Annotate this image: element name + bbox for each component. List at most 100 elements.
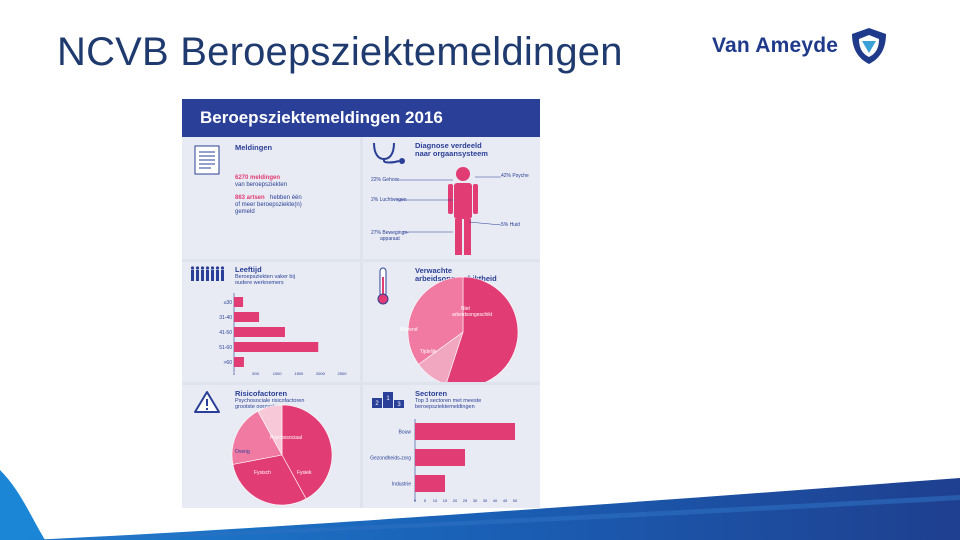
sector-tick-label: 15 (443, 498, 448, 503)
stethoscope-icon (373, 142, 405, 164)
age-category-label: 31-40 (219, 315, 232, 321)
panel-sectoren: 1 2 3 Sectoren Top 3 sectoren met meeste… (363, 385, 540, 508)
label-gehoor: 22% Gehoor (371, 177, 400, 183)
age-tick-label: 0 (233, 371, 236, 376)
leeftijd-sub-1: Beroepsziekten vaker bij (235, 274, 295, 280)
arbeid-label-niet-1: Niet (461, 306, 470, 312)
risico-pie-chart (231, 404, 333, 506)
sector-tick-label: 45 (503, 498, 508, 503)
panel-leeftijd: Leeftijd Beroepsziekten vaker bij oudere… (182, 262, 360, 382)
arbeid-slice (407, 276, 464, 365)
risico-label-overig: Overig (235, 449, 250, 455)
age-tick-label: 500 (252, 371, 259, 376)
leeftijd-sub-2: oudere werknemers (235, 280, 284, 286)
sector-bar (415, 423, 515, 440)
age-bar (234, 357, 244, 367)
doctors-line3: gemeld (235, 209, 255, 215)
age-category-label: >60 (224, 360, 233, 366)
meldingen-count: 6270 meldingen (235, 175, 281, 181)
age-bar (234, 297, 244, 307)
meldingen-count-suffix: van beroepsziekten (235, 182, 288, 188)
risico-title: Risicofactoren (235, 389, 288, 398)
leeftijd-title: Leeftijd (235, 265, 262, 274)
van-ameyde-logo: Van Ameyde (712, 26, 890, 66)
logo-text: Van Ameyde (712, 34, 839, 57)
sector-category-label: Bouw (398, 430, 411, 436)
podium-2: 2 (375, 401, 379, 407)
warning-icon (194, 391, 220, 413)
risico-label-fysiek: Fysiek (297, 470, 312, 476)
shield-logo-icon (852, 28, 887, 64)
doctors-line2: of meer beroepsziekte(n) (235, 202, 302, 208)
risico-label-psychosociaal: Psychosociaal (270, 435, 302, 441)
sector-category-label: Industrie (392, 482, 411, 488)
panel-meldingen: Meldingen 6270 meldingen van beroepsziek… (182, 137, 360, 259)
arbeid-pie-chart (407, 276, 519, 382)
sector-tick-label: 25 (463, 498, 468, 503)
age-bar-chart: ≤30 31-40 41-50 51-60 >600 500 1000 1500 2000 250… (219, 293, 348, 376)
sectoren-sub-2: beroepsziektemeldingen (415, 404, 475, 410)
sector-tick-label: 30 (473, 498, 478, 503)
infographic-header: Beroepsziektemeldingen 2016 (182, 99, 540, 137)
age-tick-label: 1000 (273, 371, 283, 376)
clipboard-icon (194, 145, 220, 175)
doctors-count: 863 artsen (235, 195, 265, 201)
sector-tick-label: 50 (513, 498, 518, 503)
risico-slice (232, 454, 307, 506)
sector-tick-label: 20 (453, 498, 458, 503)
thermometer-icon (377, 267, 389, 305)
diagnose-title-1: Diagnose verdeeld (415, 141, 482, 150)
sector-bar (415, 449, 465, 466)
diagnose-pointer-lines (397, 176, 502, 233)
label-bewegings-2: apparaat (380, 236, 400, 242)
age-tick-label: 2500 (338, 371, 348, 376)
risico-sub-2: grootste oorzaak (235, 404, 276, 410)
sector-tick-label: 10 (433, 498, 438, 503)
label-huid: 5% Huid (501, 222, 520, 228)
label-psyche: 42% Psyche (501, 173, 529, 179)
slide-title: NCVB Beroepsziektemeldingen (57, 30, 623, 74)
arbeid-label-blijvend: Blijvend (400, 327, 418, 333)
sectoren-sub-1: Top 3 sectoren met meeste (415, 398, 482, 404)
sector-bar-chart: Bouw Gezondheids-zorg Industrie 0 5 10 15 20 25 3… (370, 419, 518, 503)
arbeid-slice (446, 276, 519, 382)
people-group-icon (190, 266, 225, 281)
arbeid-title-1: Verwachte (415, 266, 453, 275)
risico-slice (257, 404, 283, 456)
sector-category-label: Gezondheids-zorg (370, 456, 411, 462)
diagnose-title-2: naar orgaansysteem (415, 149, 488, 158)
age-category-label: ≤30 (224, 300, 233, 306)
sector-bar (415, 475, 445, 492)
age-bar (234, 327, 285, 337)
podium-icon: 1 2 3 (372, 392, 404, 408)
doctors-suffix: hebben één (270, 195, 302, 201)
age-category-label: 41-50 (219, 330, 232, 336)
sectoren-title: Sectoren (415, 389, 448, 398)
panel-diagnose: Diagnose verdeeld naar orgaansysteem 22%… (363, 137, 540, 259)
sector-tick-label: 40 (493, 498, 498, 503)
infographic: Beroepsziektemeldingen 2016 Meldingen 62… (182, 99, 540, 508)
podium-3: 3 (397, 402, 401, 408)
sector-tick-label: 5 (424, 498, 427, 503)
sector-tick-label: 0 (414, 498, 417, 503)
risico-slice (281, 404, 333, 500)
risico-slice (231, 410, 283, 465)
age-category-label: 51-60 (219, 345, 232, 351)
meldingen-title: Meldingen (235, 143, 273, 152)
sector-tick-label: 35 (483, 498, 488, 503)
age-tick-label: 1500 (294, 371, 304, 376)
age-tick-label: 2000 (316, 371, 326, 376)
podium-1: 1 (386, 396, 390, 402)
arbeid-label-tijdelijk: Tijdelijk (420, 349, 437, 355)
arbeid-label-niet-2: arbeidsongeschikt (452, 312, 493, 318)
footer-wave (0, 470, 960, 540)
panel-risicofactoren: Risicofactoren Psychosociale risicofacto… (182, 385, 360, 508)
label-luchtwegen: 2% Luchtwegen (371, 197, 407, 203)
label-bewegings-1: 27% Bewegings- (371, 230, 409, 236)
panel-arbeidsongeschiktheid: Verwachte arbeidsongeschiktheid Niet arb… (363, 262, 540, 382)
age-bar (234, 312, 260, 322)
risico-sub-1: Psychosociale risicofactoren (235, 398, 305, 404)
human-figure-icon (448, 167, 478, 255)
risico-label-fysisch: Fysisch (254, 470, 271, 476)
age-bar (234, 342, 319, 352)
